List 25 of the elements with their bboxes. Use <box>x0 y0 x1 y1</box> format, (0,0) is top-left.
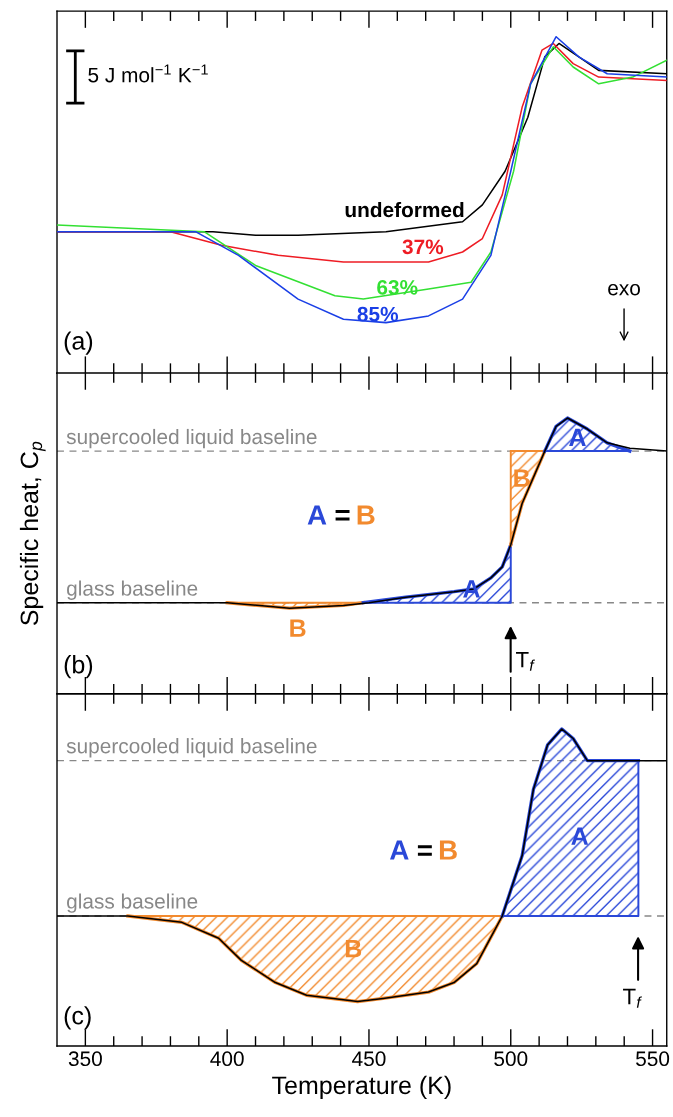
annotation: (b) <box>64 655 93 679</box>
ref-line-label: supercooled liquid baseline <box>66 738 317 758</box>
ref-line-label: glass baseline <box>67 580 198 600</box>
x-tick-label: 350 <box>68 1051 102 1067</box>
annotation: exo <box>608 284 640 296</box>
series-label: B <box>290 619 306 637</box>
annotation: T$_{f}$ <box>623 988 642 1008</box>
ref-line-label: supercooled liquid baseline <box>66 428 317 449</box>
series-label: undeformed <box>345 201 464 218</box>
x-tick-label: 450 <box>352 1051 386 1067</box>
annotation: 5 J mol$^{−1}$ K$^{−1}$ <box>88 64 208 83</box>
x-tick-label: 550 <box>636 1051 670 1067</box>
x-tick-label: 500 <box>494 1051 528 1067</box>
annotation: A = B <box>307 505 375 525</box>
y-axis-title: Specific heat, C$_{p}$ <box>19 441 46 626</box>
series-label: 37% <box>402 239 444 255</box>
ref-line-label: glass baseline <box>67 893 198 913</box>
annotation: (c) <box>64 1006 91 1030</box>
x-axis-title: Temperature (K) <box>272 1075 451 1100</box>
series-label: 63% <box>377 279 418 295</box>
x-tick-label: 400 <box>210 1051 244 1067</box>
annotation: T$_{f}$ <box>516 652 535 671</box>
series-label: 85% <box>357 306 399 322</box>
annotation: A = B <box>390 840 457 860</box>
annotation: (a) <box>64 331 93 355</box>
